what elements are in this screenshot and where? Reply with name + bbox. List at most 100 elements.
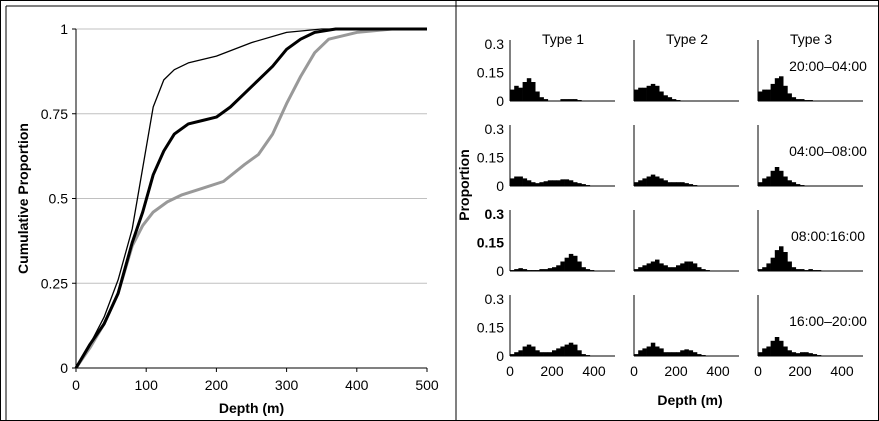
y-tick-label: 0 [496, 348, 504, 364]
histogram-bar [774, 250, 780, 271]
histogram-bar [783, 85, 788, 101]
histogram-bar [800, 352, 805, 356]
histogram-bar [791, 182, 797, 186]
histogram-bar [543, 181, 549, 186]
histogram-bar [522, 269, 528, 271]
histogram-bar [783, 252, 788, 271]
histogram-bar [779, 246, 784, 271]
histogram-bar [787, 261, 792, 271]
histogram-bar [791, 352, 797, 356]
time-window-label: 08:00:16:00 [791, 228, 865, 244]
histogram-bar [692, 352, 698, 356]
time-window-label: 16:00–20:00 [789, 313, 867, 329]
histogram-bar [547, 180, 553, 186]
histogram-bar [766, 263, 771, 271]
histogram-bar [642, 87, 647, 101]
histogram-bar [650, 174, 656, 186]
x-tick-label: 0 [506, 363, 514, 379]
histogram-bar [655, 85, 660, 101]
histogram-bar [573, 255, 578, 271]
y-tick-label: 0.15 [477, 150, 504, 166]
histogram-bar [680, 182, 685, 186]
histogram-bar [585, 269, 591, 271]
histogram-bar [766, 346, 771, 356]
histogram-bar [783, 176, 788, 186]
histogram-bar [634, 89, 639, 101]
histogram-bar [543, 99, 549, 101]
histogram-bar [676, 352, 681, 356]
histogram-bar [770, 170, 776, 186]
histogram-bar [581, 354, 586, 356]
y-axis-label: Cumulative Proportion [15, 123, 31, 274]
histogram-bar [552, 350, 557, 356]
histogram-bar [564, 179, 570, 186]
x-tick-label: 100 [135, 377, 159, 393]
histogram-bar [655, 259, 660, 271]
time-window-label: 04:00–08:00 [789, 143, 867, 159]
histogram-bar [518, 268, 523, 271]
x-tick-label: 200 [540, 363, 564, 379]
histogram-bar [577, 350, 582, 356]
histogram-bar [642, 265, 647, 271]
histogram-bar [552, 180, 557, 186]
histogram-bar [663, 265, 668, 271]
histogram-bar [655, 176, 660, 186]
histogram-bar [659, 91, 664, 101]
x-tick-label: 400 [830, 363, 854, 379]
histogram-bar [762, 89, 767, 101]
column-header: Type 2 [666, 31, 708, 47]
histogram-bar [514, 269, 519, 271]
histogram-bar [770, 257, 776, 271]
histogram-bar [560, 261, 565, 271]
y-tick-label: 0.3 [485, 206, 505, 222]
y-axis-label: Proportion [456, 149, 472, 221]
histogram-bar [659, 348, 664, 356]
histogram-bar [539, 269, 544, 271]
histogram-bar [671, 182, 677, 186]
y-tick-label: 0 [496, 178, 504, 194]
histogram-bar [646, 346, 652, 356]
histogram-bar [522, 346, 528, 356]
histogram-bar [526, 344, 532, 356]
histogram-bar [667, 267, 673, 271]
time-window-label: 20:00–04:00 [789, 58, 867, 74]
histogram-bar [547, 352, 553, 356]
histogram-bar [568, 180, 574, 186]
histogram-bar [663, 95, 668, 101]
histogram-bar [787, 350, 792, 356]
y-tick-label: 0.3 [485, 121, 505, 137]
histogram-bar [671, 267, 677, 271]
histogram-bar [688, 184, 694, 186]
histogram-bar [795, 353, 801, 356]
y-tick-label: 0.15 [477, 235, 504, 251]
histogram-bar [795, 269, 801, 271]
histogram-bar [518, 350, 523, 356]
x-tick-label: 200 [788, 363, 812, 379]
histogram-bar [577, 261, 582, 271]
histogram-bar [650, 83, 656, 101]
histogram-bar [514, 176, 519, 186]
histogram-bar [808, 269, 813, 271]
histogram-bar [671, 99, 677, 101]
histogram-bar [535, 350, 540, 356]
x-tick-label: 400 [706, 363, 730, 379]
histogram-bar [774, 337, 780, 356]
histogram-bar [535, 183, 540, 186]
x-tick-label: 400 [345, 377, 369, 393]
histogram-bar [573, 182, 578, 186]
histogram-bar [510, 354, 515, 356]
histogram-bar [650, 261, 656, 271]
histogram-bar [791, 97, 797, 101]
histogram-bar [766, 89, 771, 101]
histogram-bar [581, 184, 586, 186]
histogram-bar [688, 261, 694, 271]
histogram-bar [667, 97, 673, 101]
histogram-bar [560, 99, 565, 101]
histogram-bar [671, 352, 677, 356]
column-header: Type 1 [542, 31, 584, 47]
histogram-bar [568, 342, 574, 356]
histogram-bar [573, 344, 578, 356]
histogram-bar [573, 99, 578, 101]
x-axis-label: Depth (m) [219, 400, 284, 416]
